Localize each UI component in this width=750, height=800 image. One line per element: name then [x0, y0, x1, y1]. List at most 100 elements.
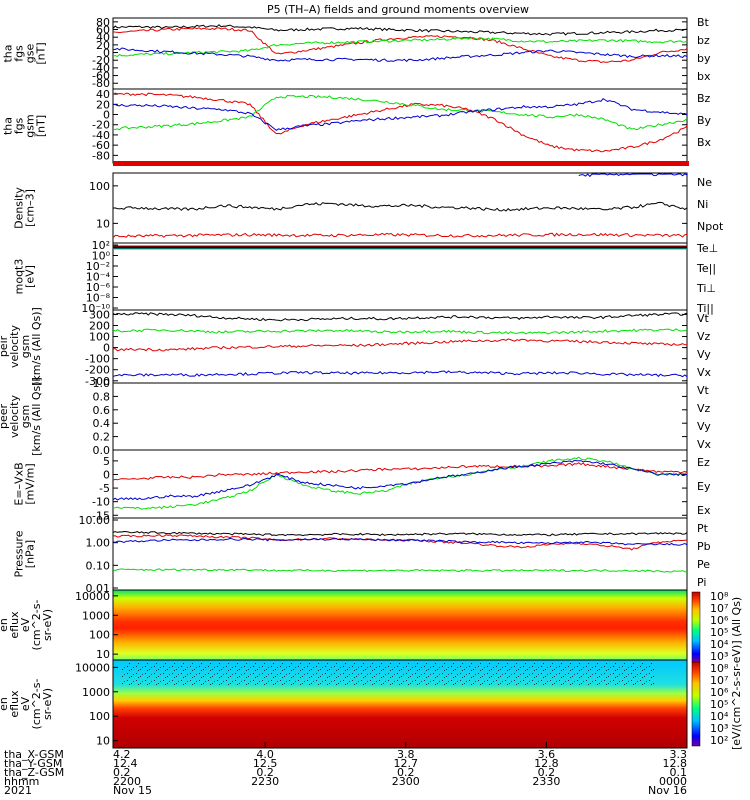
- y-tick-label: 10000: [75, 661, 110, 674]
- x-tick-label: 2200: [113, 775, 141, 788]
- y-tick-label: -10: [92, 496, 110, 509]
- figure-title: P5 (TH–A) fields and ground moments over…: [267, 3, 529, 16]
- y-axis-label: Pressure: [13, 530, 26, 577]
- y-axis-label: [cm–3]: [24, 189, 37, 227]
- legend-1: Vz: [697, 402, 711, 415]
- y-tick-label: 10⁻²: [86, 260, 110, 273]
- x-row-label: tha_Y-GSM: [4, 757, 62, 770]
- y-tick-label: 10: [96, 735, 110, 748]
- y-axis-label: [nPa]: [24, 540, 37, 568]
- legend-1: Te||: [696, 262, 716, 275]
- y-axis-label: (cm^2-s-: [30, 679, 43, 730]
- spectrogram-noise: [121, 663, 655, 686]
- legend-3: Vx: [697, 438, 712, 451]
- series-Pt-line: [112, 530, 688, 537]
- legend-Pi: Pi: [697, 576, 706, 589]
- series-bx-line: [112, 47, 688, 63]
- legend-3: Ti||: [696, 302, 714, 315]
- spectrogram: [113, 590, 687, 660]
- y-tick-label: 0: [103, 468, 110, 481]
- panel-tha_peir_en_eflux: thapeirenefluxeV(cm^2-s-sr-eV)1010010001…: [0, 589, 688, 661]
- colorbar-tick-label: 10²: [710, 734, 728, 747]
- series-Vx-line: [112, 370, 688, 378]
- y-axis-label: gsm: [24, 114, 37, 137]
- y-tick-label: 100: [89, 629, 110, 642]
- legend-Vz: Vz: [697, 330, 711, 343]
- series-Ne-line: [112, 232, 688, 239]
- y-axis-label: gse: [24, 44, 37, 64]
- x-tick-label: 2330: [532, 775, 560, 788]
- y-tick-label: -60: [92, 70, 110, 83]
- y-tick-label: 1.0: [93, 377, 111, 390]
- x-tick-label: 12.8: [534, 757, 559, 770]
- x-tick-label: 2300: [392, 775, 420, 788]
- legend-Ne: Ne: [697, 176, 712, 189]
- y-axis-label: fgs: [13, 45, 26, 62]
- x-tick-label: 0.2: [538, 766, 556, 779]
- y-tick-label: 0: [103, 342, 110, 355]
- y-tick-label: 0.4: [93, 417, 111, 430]
- panel-tha_peir_velocity_gsm: thapeirvelocitygsm[km/s (All Qs)]-300-20…: [0, 307, 712, 388]
- series-Pe-line: [112, 568, 688, 573]
- colorbar-tick-label: 10⁷: [710, 602, 728, 615]
- colorbar-tick-label: 10³: [710, 722, 728, 735]
- series-bz-line: [112, 27, 688, 64]
- y-axis-label: gsm: [19, 405, 32, 428]
- y-axis-label: eflux: [8, 611, 21, 639]
- legend-Pt: Pt: [697, 522, 709, 535]
- colorbar-tick-label: 10⁸: [710, 662, 729, 675]
- x-row-label: tha_X-GSM: [4, 748, 64, 761]
- colorbar: 10⁸10⁷10⁶10⁵10⁴10³10⁸10⁷10⁶10⁵10⁴10³10² …: [691, 590, 743, 750]
- y-tick-label: 10⁻⁴: [86, 271, 111, 284]
- x-tick-label: 0.2: [256, 766, 274, 779]
- y-tick-label: 0.6: [93, 404, 111, 417]
- y-axis-label: [km/s (All Qs)]: [30, 377, 43, 456]
- colorbar-tick-label: 10⁵: [710, 698, 728, 711]
- series-Pi-line: [112, 537, 688, 546]
- legend-Ez: Ez: [697, 456, 710, 469]
- y-axis-label: peer: [0, 404, 10, 430]
- x-tick-label: 4.2: [113, 748, 131, 761]
- x-tick-label: Nov 16: [648, 784, 687, 797]
- y-tick-label: 200: [89, 319, 110, 332]
- y-tick-label: 10²: [92, 239, 110, 252]
- series-Ex-line: [112, 459, 688, 501]
- y-tick-label: 0: [103, 47, 110, 60]
- y-axis-label: velocity: [8, 325, 21, 368]
- y-axis-label: eflux: [8, 690, 21, 718]
- panel-tha_peer_velocity_gsm: thapeervelocitygsm[km/s (All Qs)]0.00.20…: [0, 377, 712, 457]
- y-axis-label: [nT]: [35, 115, 48, 137]
- x-tick-label: 12.8: [663, 757, 688, 770]
- y-axis-label: eV: [19, 696, 32, 711]
- x-tick-label: 3.3: [670, 748, 688, 761]
- y-tick-label: -80: [92, 149, 110, 162]
- y-tick-label: 0.10: [86, 559, 111, 572]
- y-tick-label: -60: [92, 139, 110, 152]
- legend-Vx: Vx: [697, 366, 712, 379]
- x-tick-label: 12.5: [253, 757, 278, 770]
- colorbar-tick-label: 10⁵: [710, 626, 728, 639]
- colorbar-tick-label: 10⁷: [710, 674, 728, 687]
- panel-frame: [112, 382, 688, 451]
- series-Ez-line: [112, 462, 688, 481]
- y-axis-label: tha: [2, 44, 15, 62]
- y-tick-label: -300: [85, 375, 110, 388]
- y-tick-label: 5: [103, 455, 110, 468]
- y-axis-label: fgs: [13, 117, 26, 134]
- y-tick-label: 40: [96, 31, 110, 44]
- y-axis-label: en: [0, 697, 10, 711]
- legend-Vt: Vt: [697, 312, 710, 325]
- colorbar-tick-label: 10⁶: [710, 614, 729, 627]
- legend-Ex: Ex: [697, 504, 711, 517]
- y-tick-label: 0.2: [93, 431, 111, 444]
- colorbar-tick-label: 10⁶: [710, 686, 729, 699]
- y-tick-label: 1.00: [86, 537, 111, 550]
- y-tick-label: 40: [96, 88, 110, 101]
- y-tick-label: 0.0: [93, 444, 111, 457]
- y-tick-label: 20: [96, 39, 110, 52]
- series-Npot-line: [578, 173, 688, 178]
- y-axis-label: (cm^2-s-: [30, 600, 43, 651]
- x-tick-label: 12.4: [113, 757, 138, 770]
